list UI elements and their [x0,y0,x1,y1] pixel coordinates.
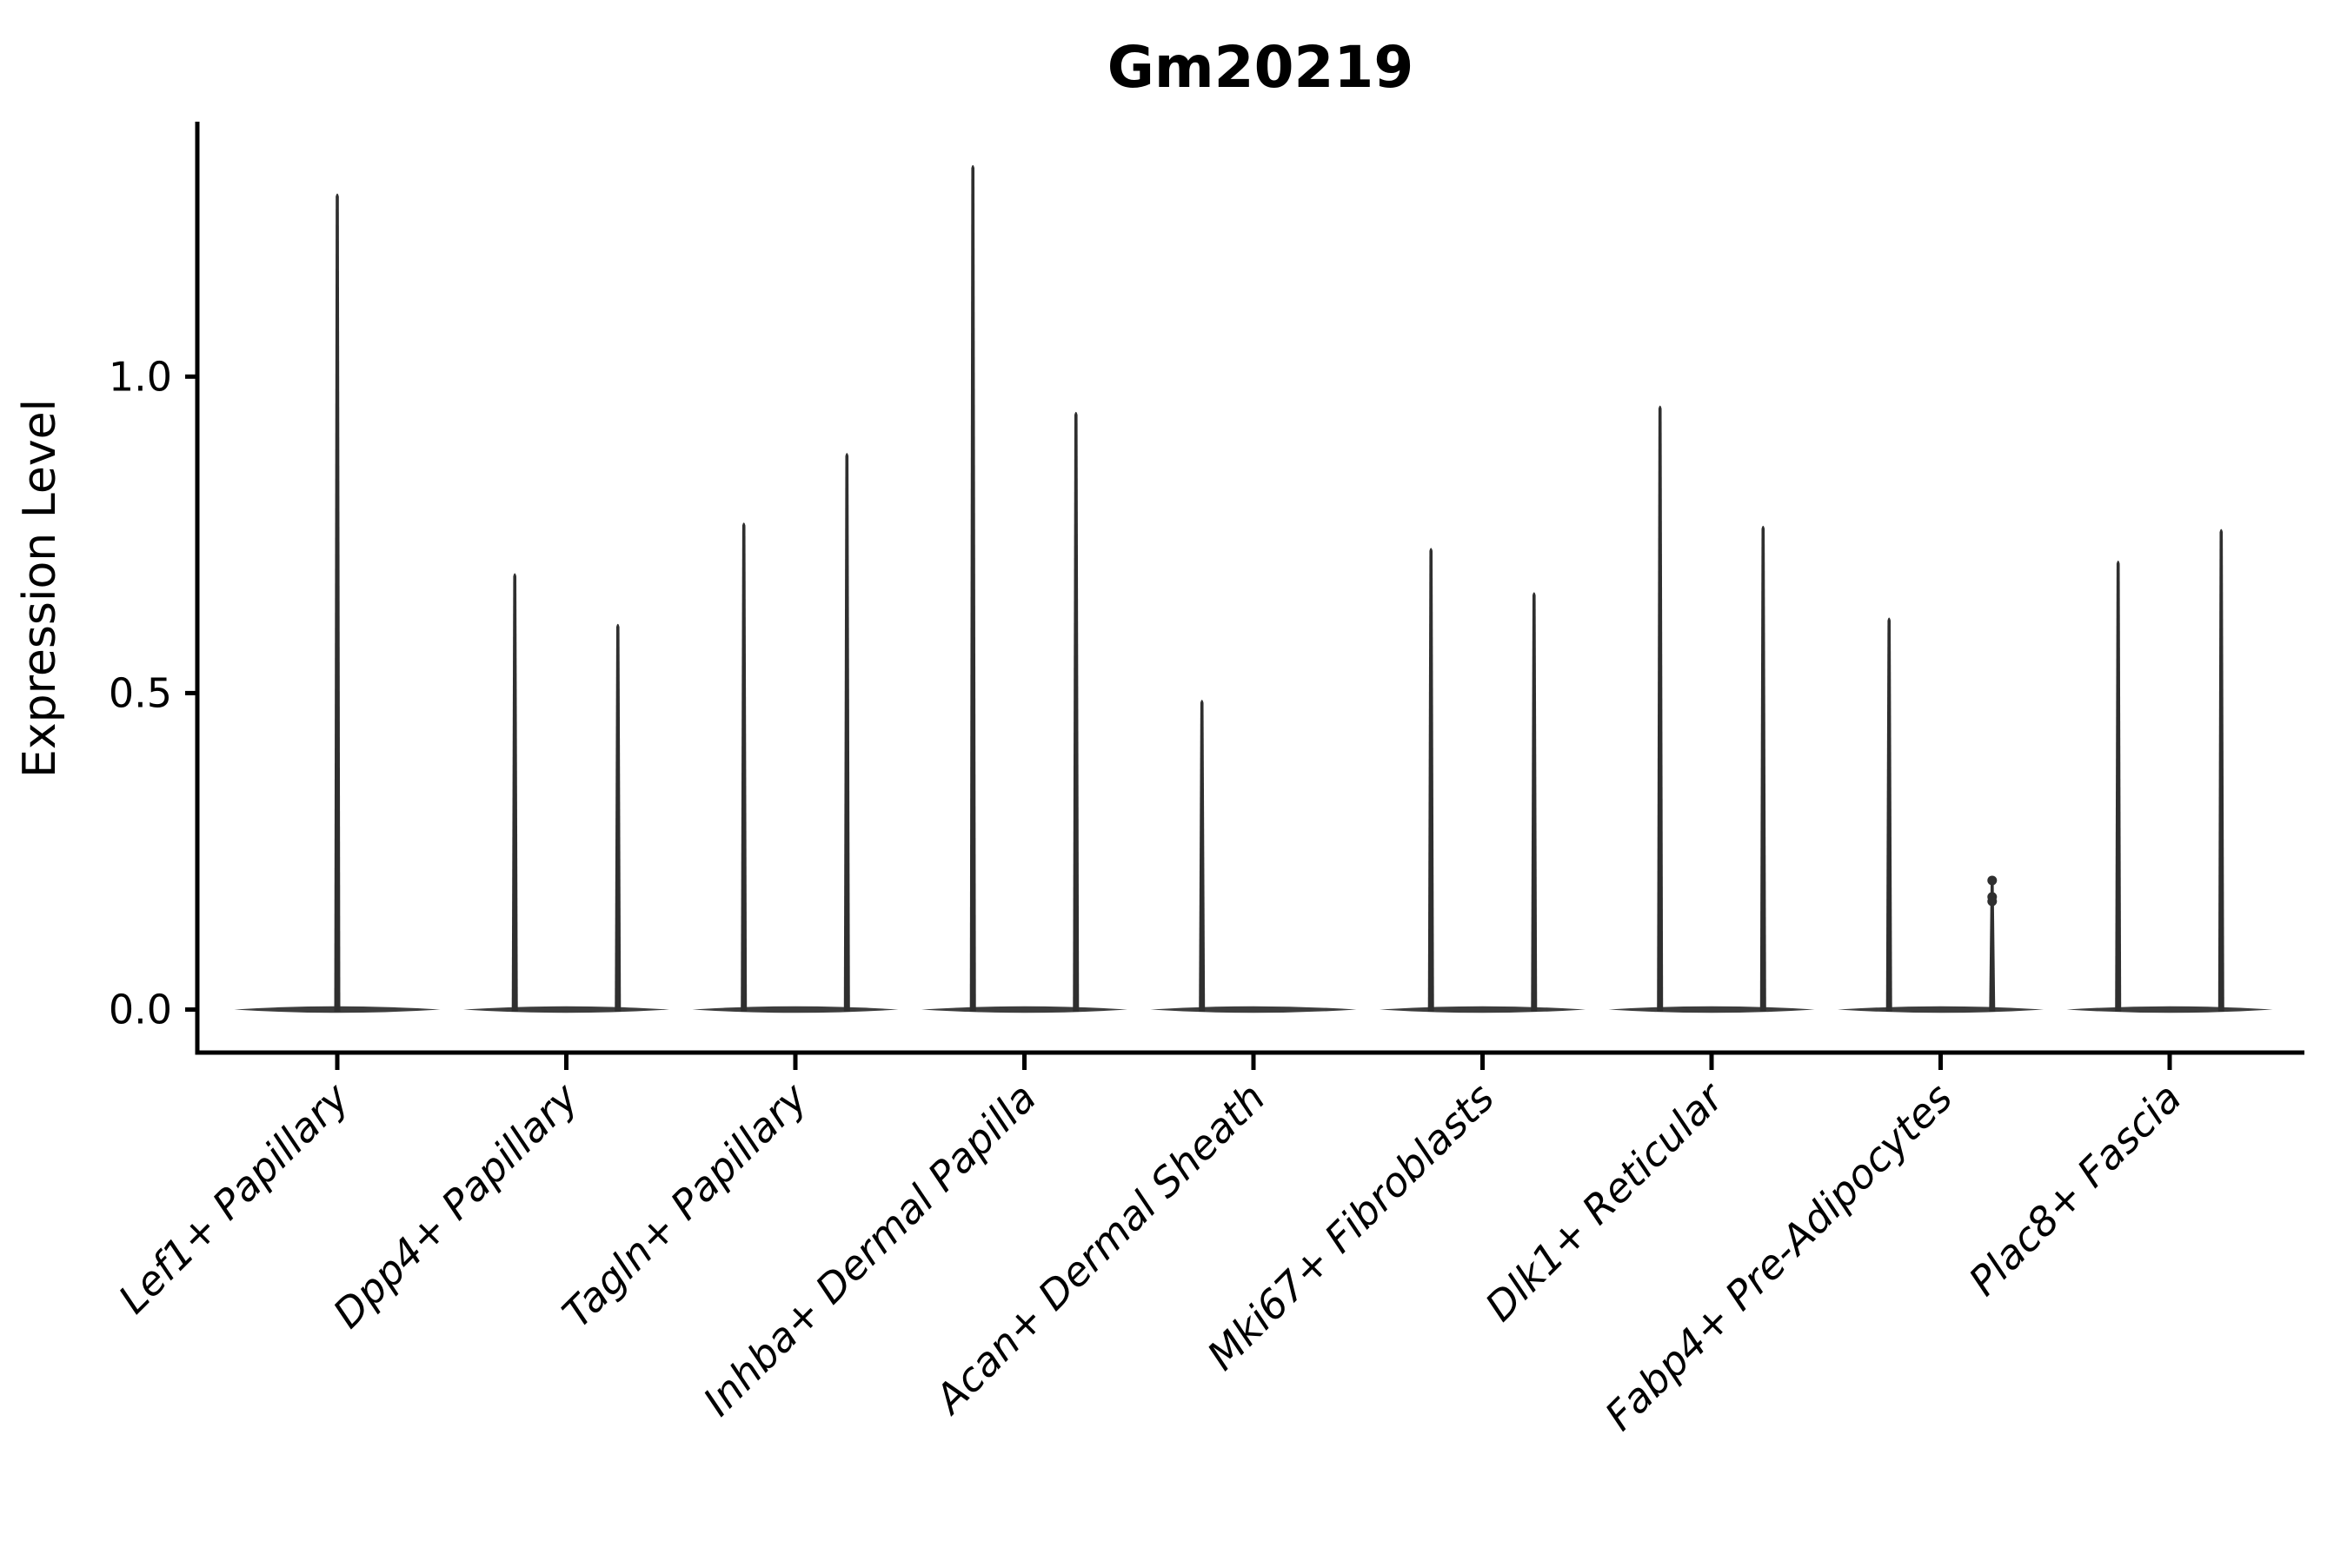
violin-spike [969,164,976,1012]
violin-spike [1885,617,1892,1012]
violin-spike [615,623,622,1012]
y-tick-label: 0.5 [109,669,172,716]
violin-spike [1427,548,1434,1012]
violin-spike [1657,405,1664,1013]
violin-baseline [1379,1006,1586,1013]
violin-baseline [1837,1006,2044,1013]
violin-spike [843,453,850,1012]
violin-spike [334,193,341,1012]
x-tick-label: Dpp4+ Papillary [324,1073,588,1337]
x-tick-label: Plac8+ Fascia [1959,1074,2190,1305]
violin-spike [2217,528,2224,1012]
violin-baseline [462,1006,670,1013]
violin-spike [1989,880,1996,1012]
y-tick-label: 0.0 [109,987,172,1033]
y-tick-label: 1.0 [109,353,172,400]
violin-spike [511,573,518,1012]
violin-baseline [1608,1006,1815,1013]
violin-spike [2115,560,2122,1012]
violin-spike [741,522,748,1012]
violin-baseline [1150,1006,1357,1013]
y-axis-label: Expression Level [14,399,66,778]
violin-spike [1531,592,1538,1012]
x-tick-label: Lef1+ Papillary [110,1073,358,1322]
violin-baseline [2066,1006,2273,1013]
violin-spike [1073,411,1080,1012]
violin-spike [1199,700,1206,1012]
violin-spike [1759,525,1766,1012]
violin-baseline [692,1006,899,1013]
outlier-dot [1987,896,1998,907]
outlier-dot [1987,875,1998,886]
violin-baseline [921,1006,1128,1013]
x-tick-label: Dlk1+ Reticular [1476,1072,1734,1330]
chart-title: Gm20219 [1107,34,1414,101]
x-tick-label: Tagln+ Papillary [553,1073,816,1337]
